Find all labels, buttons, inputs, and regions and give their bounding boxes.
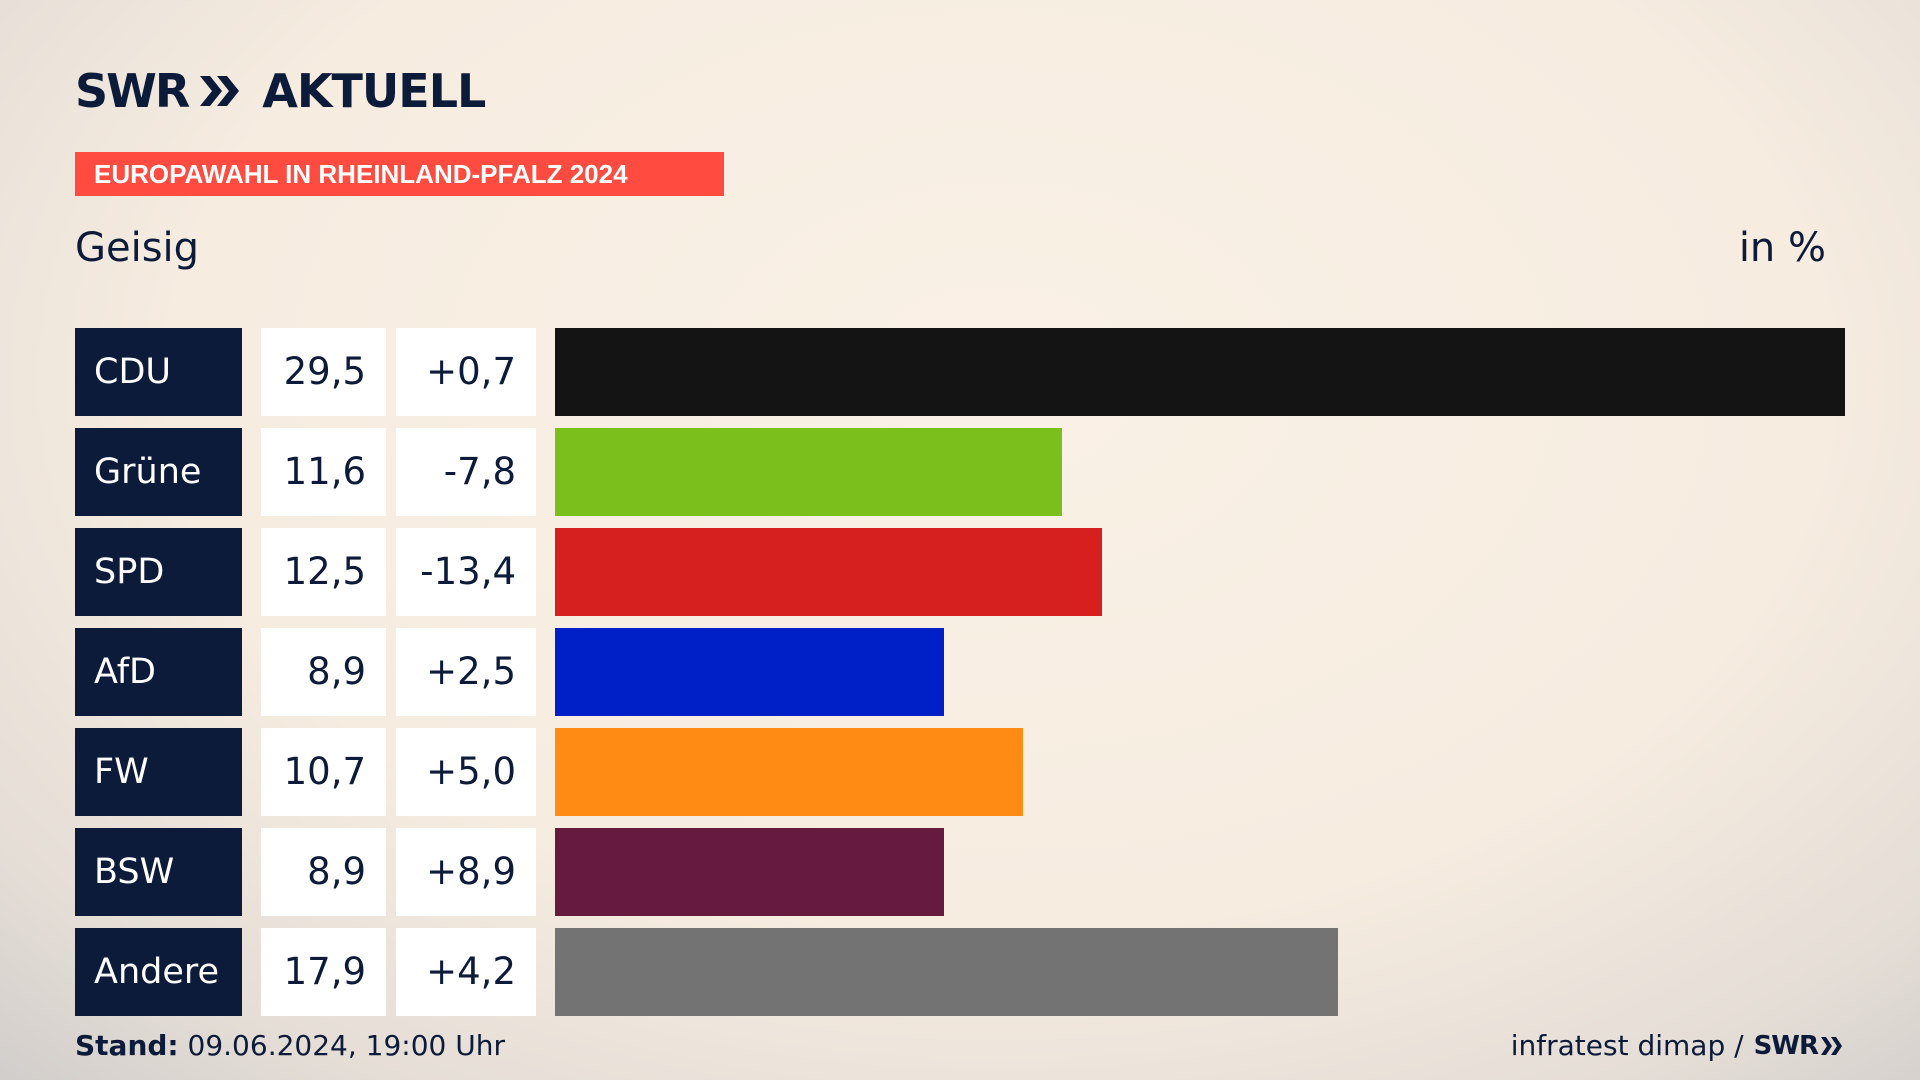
logo-brand: SWR <box>75 64 190 118</box>
swr-aktuell-logo: SWR AKTUELL <box>75 64 486 118</box>
result-bar <box>555 828 944 916</box>
double-chevron-small-icon <box>1821 1037 1842 1055</box>
change-value: -7,8 <box>396 428 536 516</box>
change-value: -13,4 <box>396 528 536 616</box>
party-label: Andere <box>75 928 242 1016</box>
result-bar <box>555 428 1062 516</box>
vote-share-value: 17,9 <box>261 928 386 1016</box>
party-label: FW <box>75 728 242 816</box>
change-value: +5,0 <box>396 728 536 816</box>
source-text: infratest dimap / <box>1510 1029 1744 1062</box>
double-chevron-icon <box>200 76 240 106</box>
party-label: CDU <box>75 328 242 416</box>
vote-share-value: 8,9 <box>261 828 386 916</box>
change-value: +8,9 <box>396 828 536 916</box>
party-label: BSW <box>75 828 242 916</box>
vote-share-value: 8,9 <box>261 628 386 716</box>
logo-name: AKTUELL <box>262 64 486 118</box>
location-title: Geisig <box>75 225 200 271</box>
change-value: +4,2 <box>396 928 536 1016</box>
party-label: AfD <box>75 628 242 716</box>
result-bar <box>555 528 1102 616</box>
change-value: +2,5 <box>396 628 536 716</box>
stand-label: Stand: <box>75 1029 179 1062</box>
unit-label: in % <box>1738 225 1826 271</box>
change-value: +0,7 <box>396 328 536 416</box>
party-label: Grüne <box>75 428 242 516</box>
election-banner: EUROPAWAHL IN RHEINLAND-PFALZ 2024 <box>75 152 724 196</box>
source-brand: SWR <box>1753 1031 1819 1061</box>
result-bar <box>555 328 1845 416</box>
vote-share-value: 29,5 <box>261 328 386 416</box>
vote-share-value: 12,5 <box>261 528 386 616</box>
timestamp: Stand: 09.06.2024, 19:00 Uhr <box>75 1028 505 1064</box>
result-bar <box>555 628 944 716</box>
result-bar <box>555 928 1338 1016</box>
vote-share-value: 10,7 <box>261 728 386 816</box>
result-bar <box>555 728 1023 816</box>
party-label: SPD <box>75 528 242 616</box>
vote-share-value: 11,6 <box>261 428 386 516</box>
stand-value: 09.06.2024, 19:00 Uhr <box>187 1029 505 1062</box>
source-credit: infratest dimap / SWR <box>1511 1028 1844 1064</box>
